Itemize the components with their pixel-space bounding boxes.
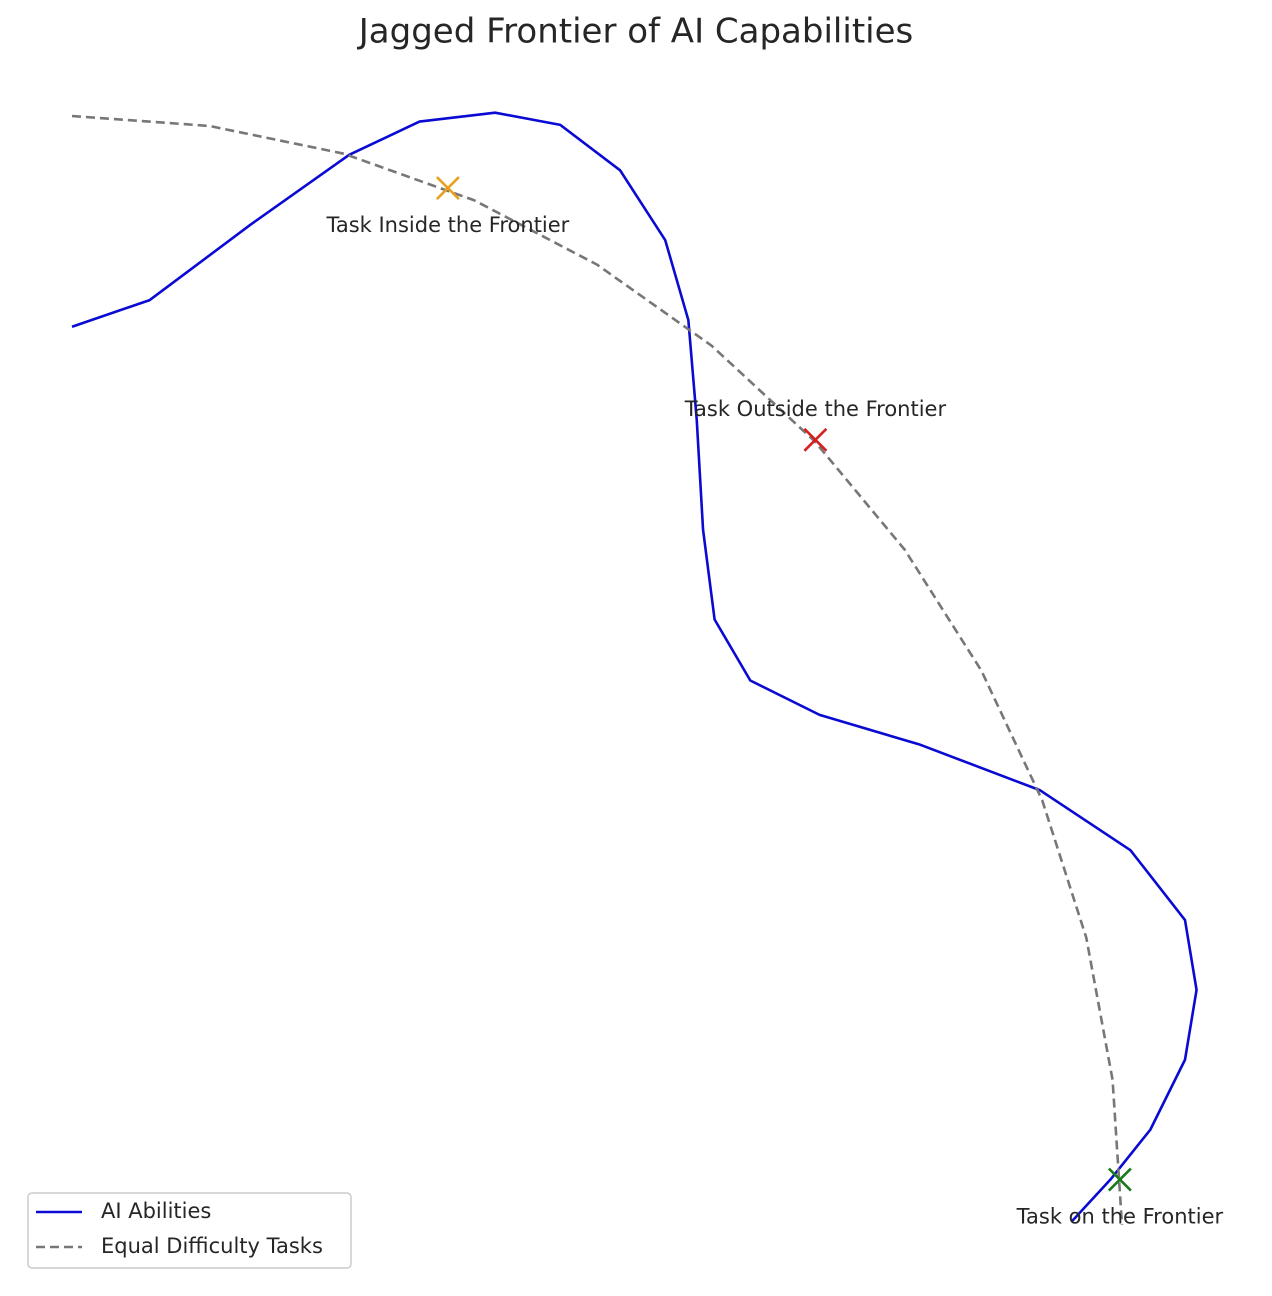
point-marker bbox=[1107, 1167, 1132, 1192]
legend: AI Abilities Equal Difficulty Tasks bbox=[27, 1192, 352, 1269]
series-line bbox=[71, 111, 1198, 1223]
legend-label: Equal Difficulty Tasks bbox=[101, 1234, 323, 1258]
legend-label: AI Abilities bbox=[101, 1199, 211, 1223]
series-line bbox=[71, 114, 1124, 1226]
point-label: Task Inside the Frontier bbox=[325, 213, 569, 237]
point-marker bbox=[803, 427, 828, 452]
chart-title: Jagged Frontier of AI Capabilities bbox=[357, 12, 913, 52]
legend-box bbox=[27, 1192, 352, 1269]
point-marker bbox=[435, 176, 460, 201]
point-label: Task Outside the Frontier bbox=[684, 397, 947, 421]
point-label: Task on the Frontier bbox=[1016, 1205, 1224, 1229]
